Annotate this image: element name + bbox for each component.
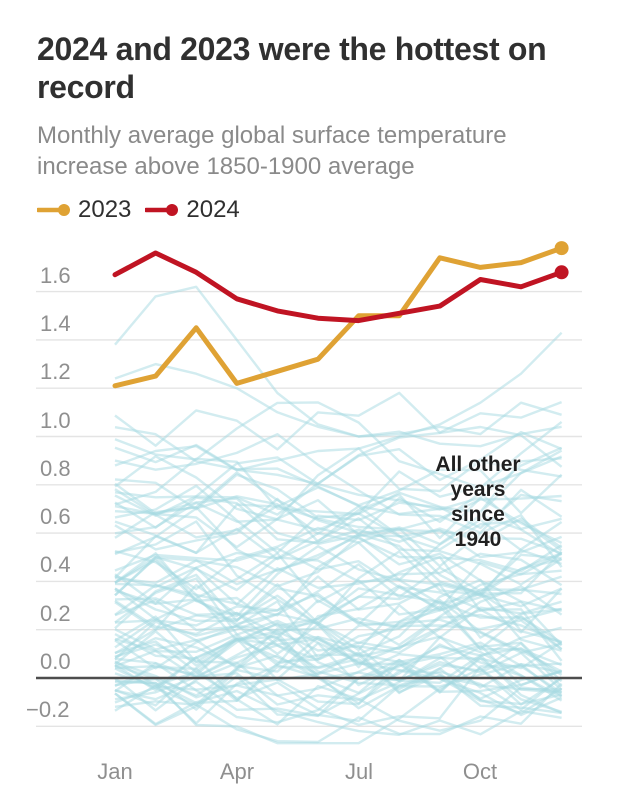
background-year-line <box>114 446 563 517</box>
background-year-line <box>114 545 563 618</box>
series-end-dot-2024 <box>554 265 569 280</box>
series-end-dot-2023 <box>554 241 569 256</box>
background-year-line <box>114 488 562 539</box>
background-year-line <box>114 547 563 610</box>
background-year-line <box>114 641 563 702</box>
background-year-line <box>114 557 562 642</box>
background-year-line <box>114 551 563 597</box>
background-year-line <box>114 455 563 520</box>
background-year-line <box>114 447 562 521</box>
background-year-line <box>114 520 563 627</box>
background-year-line <box>114 641 563 711</box>
background-year-line <box>114 589 562 654</box>
background-year-line <box>114 600 563 661</box>
background-year-line <box>114 577 562 667</box>
background-year-line <box>114 471 563 555</box>
background-year-line <box>114 555 563 647</box>
background-year-line <box>114 526 563 591</box>
background-year-line <box>114 514 563 617</box>
background-year-line <box>114 401 563 489</box>
series-line-2023 <box>112 245 565 389</box>
background-year-line <box>114 622 562 715</box>
background-year-line <box>114 631 562 710</box>
background-year-line <box>114 501 563 559</box>
background-year-line <box>114 430 563 516</box>
background-year-line <box>114 433 563 534</box>
background-year-line <box>114 622 563 714</box>
background-year-line <box>114 426 562 516</box>
background-year-line <box>114 651 563 707</box>
background-year-line <box>114 331 563 472</box>
background-year-line <box>114 643 563 727</box>
background-year-line <box>114 643 562 723</box>
background-year-line <box>114 552 563 606</box>
background-year-line <box>114 391 563 451</box>
background-year-line <box>114 661 562 706</box>
series-line-2024 <box>112 250 565 324</box>
series-end-dots <box>554 241 569 280</box>
background-year-line <box>114 362 562 438</box>
series-lines <box>112 245 565 389</box>
background-year-lines <box>114 285 563 745</box>
